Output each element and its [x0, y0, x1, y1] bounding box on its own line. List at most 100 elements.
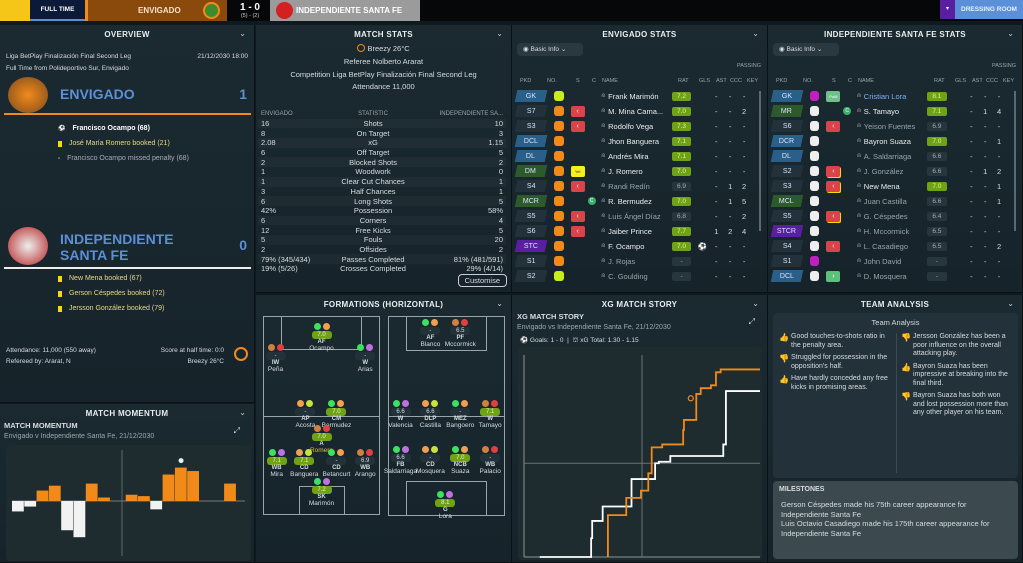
player-name[interactable]: A. Saldarriaga [863, 151, 912, 161]
formation-player[interactable]: 7.1 CD Banguera [284, 448, 324, 478]
player-row[interactable]: S112⍝John David---- [770, 254, 1006, 268]
formation-player[interactable]: 7.0 NCB Suaza [440, 445, 480, 475]
home-team-name[interactable]: ENVIGADO [85, 0, 227, 21]
player-row[interactable]: S4 10 ‹ ⍝Randi Redín 6.9 -12 [514, 179, 751, 193]
formation-player[interactable]: - AP Acosta [285, 399, 325, 429]
player-name[interactable]: Yeison Fuentes [863, 121, 916, 131]
player-row[interactable]: S2 24 ‹ ⍝J. González 6.6 -12 [770, 164, 1006, 178]
formation-player[interactable]: 6.5 PF Mccormick [440, 318, 480, 348]
formation-player[interactable]: 8.1 G Lora [425, 491, 465, 520]
column-header[interactable]: AST [716, 78, 727, 84]
formation-player[interactable]: 7.1 WB Mira [257, 448, 297, 478]
chevron-down-icon[interactable]: ⌄ [752, 29, 759, 38]
player-row[interactable]: S113⍝J. Rojas---- [514, 254, 751, 268]
player-name[interactable]: R. Bermudez [608, 196, 652, 206]
player-name[interactable]: Cristian Lora [863, 91, 907, 101]
column-header[interactable]: C [848, 78, 852, 84]
formation-player[interactable]: 7.1 W Tamayo [470, 400, 510, 429]
away-team-title[interactable]: INDEPENDIENTE SANTA FE [60, 231, 174, 263]
player-name[interactable]: J. Rojas [608, 256, 636, 266]
player-row[interactable]: MCR 6 C ⍝R. Bermudez 7.0 -15 [514, 194, 751, 208]
player-name[interactable]: S. Tamayo [863, 106, 900, 116]
column-header[interactable]: PKD [776, 78, 788, 84]
formation-player[interactable]: - AF Blanco [410, 318, 450, 348]
player-name[interactable]: G. Céspedes [863, 211, 908, 221]
column-header[interactable]: NAME [602, 78, 618, 84]
column-header[interactable]: CCC [986, 78, 998, 84]
chevron-down-icon[interactable]: ⌄ [239, 408, 246, 417]
player-name[interactable]: Randi Redín [608, 181, 650, 191]
column-header[interactable]: KEY [1003, 78, 1015, 84]
player-name[interactable]: C. Goulding [608, 271, 648, 281]
column-header[interactable]: GLS [699, 78, 711, 84]
view-select[interactable]: ◉ Basic Info ⌄ [773, 43, 839, 56]
column-header[interactable]: NO. [547, 78, 557, 84]
column-header[interactable]: PKD [520, 78, 532, 84]
player-name[interactable]: Jhon Banguera [608, 136, 659, 146]
formation-player[interactable]: - W Arias [345, 344, 385, 373]
customise-button[interactable]: Customise [457, 274, 507, 287]
player-row[interactable]: S6 11 ‹ ⍝Jaiber Prince 7.7 124 [514, 224, 751, 238]
player-name[interactable]: Andrés Mira [608, 151, 649, 161]
formation-player[interactable]: 6.6 W Valencia [381, 400, 421, 429]
player-row[interactable]: S72‹⍝M. Mina Cama...7.0--2 [514, 104, 751, 118]
chevron-down-icon[interactable]: ⌄ [1007, 299, 1014, 308]
formation-player[interactable]: 6.6 DLP Castilla [410, 400, 450, 429]
player-row[interactable]: S212⍝C. Goulding---- [514, 269, 751, 283]
view-select[interactable]: ◉ Basic Info ⌄ [517, 43, 583, 56]
formation-player[interactable]: 7.2 SK Marimón [302, 478, 342, 507]
menu-chevron-icon[interactable]: ▾ [940, 0, 955, 19]
player-name[interactable]: New Mena [863, 181, 900, 191]
formation-player[interactable]: 6.9 WB Arango [345, 448, 385, 478]
player-row[interactable]: DCL16›⍝D. Mosquera---- [770, 269, 1006, 283]
chevron-down-icon[interactable]: ⌄ [239, 29, 246, 38]
away-team-name[interactable]: INDEPENDIENTE SANTA FE [270, 0, 420, 21]
player-name[interactable]: Frank Marimón [608, 91, 659, 101]
column-header[interactable]: AST [972, 78, 983, 84]
formation-player[interactable]: 7.0 CM Bermudez [316, 399, 356, 429]
expand-icon[interactable]: ⤢ [748, 317, 755, 326]
player-name[interactable]: J. González [863, 166, 904, 176]
player-name[interactable]: F. Ocampo [608, 241, 645, 251]
column-header[interactable]: RAT [678, 78, 689, 84]
expand-icon[interactable]: ⤢ [233, 426, 240, 435]
column-header[interactable]: CCC [730, 78, 742, 84]
player-name[interactable]: Luis Ángel Díaz [608, 211, 661, 221]
formation-player[interactable]: 7.0 AF Ocampo [302, 322, 342, 352]
chevron-down-icon[interactable]: ⌄ [752, 299, 759, 308]
player-name[interactable]: M. Mina Cama... [608, 106, 664, 116]
column-header[interactable]: GLS [955, 78, 967, 84]
player-name[interactable]: Rodolfo Vega [608, 121, 654, 131]
scrollbar[interactable] [1014, 91, 1016, 231]
player-name[interactable]: John David [863, 256, 902, 266]
column-header[interactable]: C [592, 78, 596, 84]
player-name[interactable]: J. Romero [608, 166, 643, 176]
formation-player[interactable]: - WB Palacio [470, 445, 510, 475]
dressing-room-button[interactable]: DRESSING ROOM [955, 0, 1023, 19]
formation-player[interactable]: 7.0 A Romero [302, 425, 342, 454]
chevron-down-icon[interactable]: ⌄ [496, 29, 503, 38]
player-name[interactable]: H. Mccormick [863, 226, 910, 236]
chevron-down-icon[interactable]: ⌄ [1007, 29, 1014, 38]
player-name[interactable]: D. Mosquera [863, 271, 907, 281]
player-name[interactable]: Juan Castilla [863, 196, 907, 206]
formation-player[interactable]: 6.6 FB Saldarriaga [381, 445, 421, 475]
home-team-title[interactable]: ENVIGADO [60, 86, 135, 102]
column-header[interactable]: NAME [858, 78, 874, 84]
column-header[interactable]: RAT [934, 78, 945, 84]
column-header[interactable]: KEY [747, 78, 759, 84]
column-header[interactable]: NO. [803, 78, 813, 84]
formation-player[interactable]: - MEZ Bangoero [440, 400, 480, 429]
